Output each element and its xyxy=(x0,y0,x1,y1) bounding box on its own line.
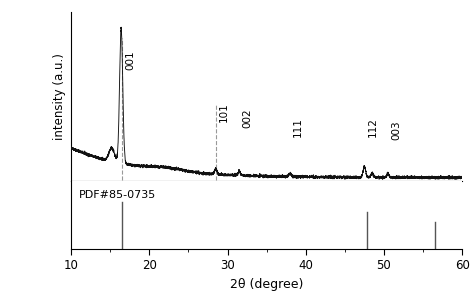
Y-axis label: intensity (a.u.): intensity (a.u.) xyxy=(53,53,65,140)
Text: 112: 112 xyxy=(367,117,377,137)
Text: 003: 003 xyxy=(391,121,401,140)
Text: 002: 002 xyxy=(242,108,252,128)
Text: 001: 001 xyxy=(125,50,135,70)
Text: 111: 111 xyxy=(293,117,303,137)
Text: PDF#85-0735: PDF#85-0735 xyxy=(79,190,156,200)
Text: 101: 101 xyxy=(219,102,229,122)
X-axis label: 2θ (degree): 2θ (degree) xyxy=(230,278,303,291)
